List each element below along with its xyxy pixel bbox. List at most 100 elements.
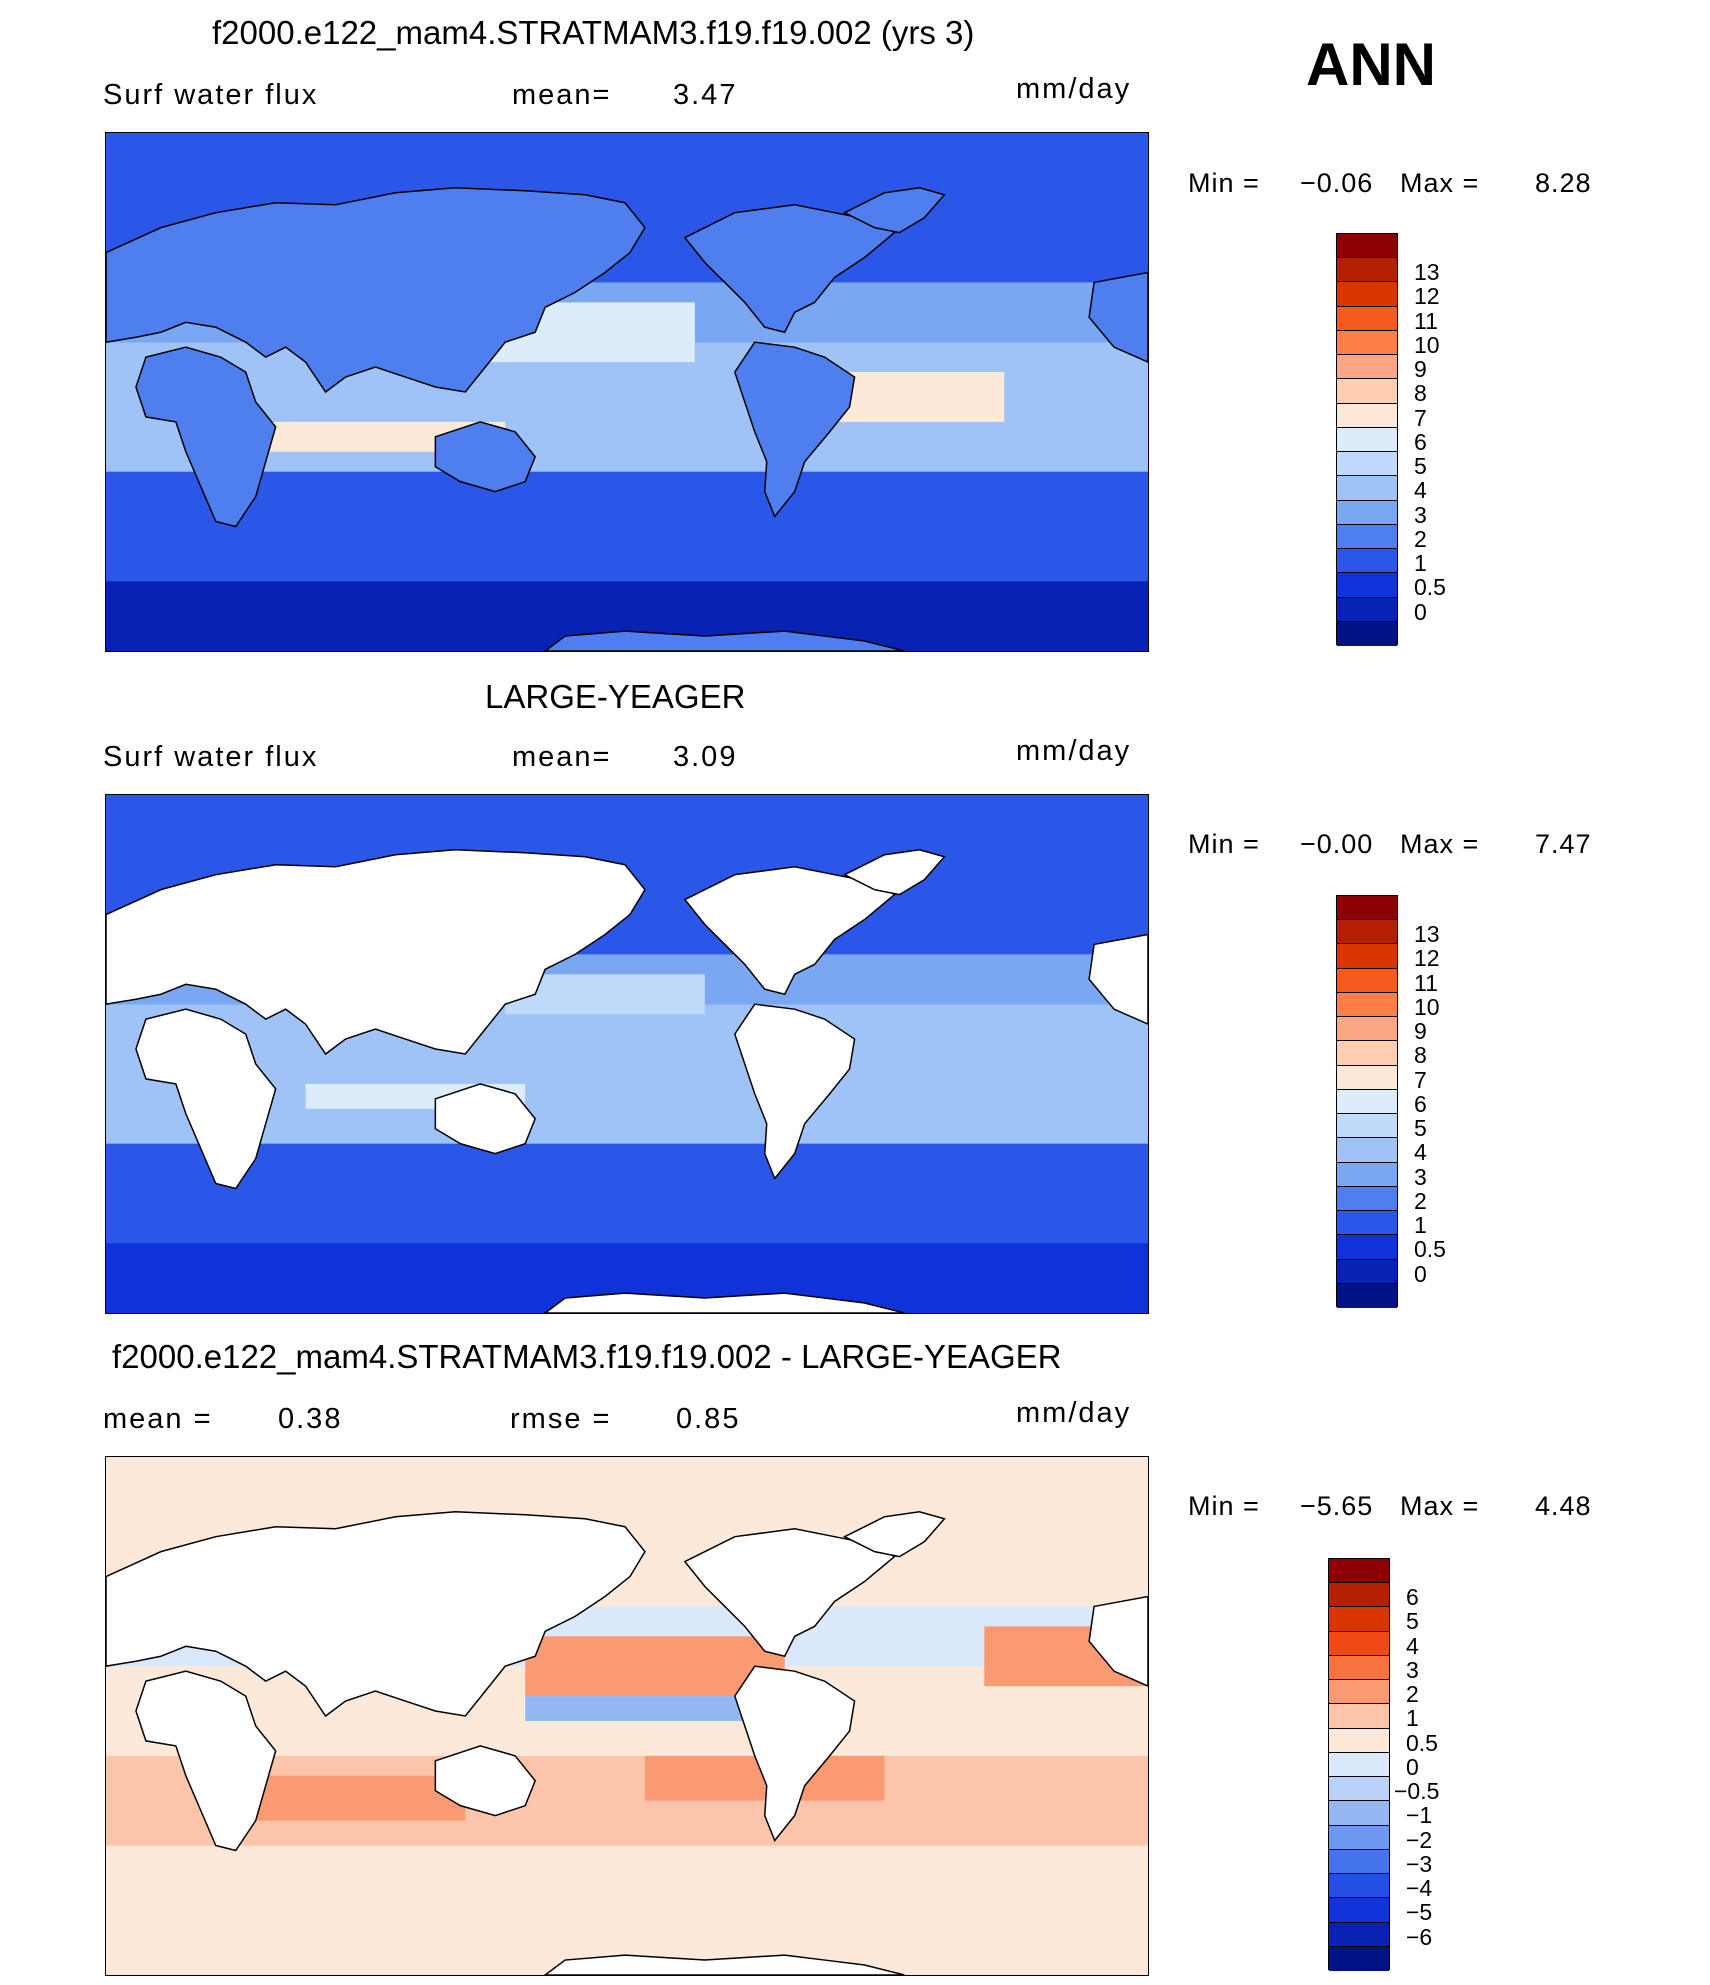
colorbar-segment: [1337, 597, 1397, 622]
coastline: [842, 187, 946, 234]
panel-3-max-value: 4.48: [1535, 1491, 1592, 1521]
coastline: [135, 346, 277, 528]
panel-2-units: mm/day: [1016, 735, 1132, 767]
panel-2-max-value: 7.47: [1535, 829, 1592, 859]
panel-1-colorbar: [1336, 233, 1398, 646]
colorbar-segment: [1329, 1559, 1389, 1584]
colorbar-segment: [1329, 1849, 1389, 1875]
colorbar-segment: [1337, 330, 1397, 356]
coastline: [106, 849, 646, 1056]
colorbar-tick-label: 0.5: [1414, 1236, 1446, 1263]
panel-1-min-label: Min =: [1188, 168, 1260, 198]
colorbar-tick-label: 10: [1414, 331, 1440, 358]
panel-2-mean-label: mean=: [512, 741, 612, 773]
colorbar-segment: [1329, 1874, 1389, 1899]
coastline: [135, 1670, 277, 1852]
coastline: [733, 341, 856, 518]
colorbar-tick-label: 12: [1414, 283, 1440, 310]
colorbar-tick-label: −5: [1406, 1899, 1433, 1926]
panel-1-map: [105, 132, 1149, 652]
panel-1-mean-value: 3.47: [673, 79, 738, 111]
panel-3-mean-label: mean =: [103, 1403, 213, 1435]
panel-2-min-value: −0.00: [1300, 829, 1374, 859]
panel-2-min-label: Min =: [1188, 829, 1260, 859]
panel-1-title: f2000.e122_mam4.STRATMAM3.f19.f19.002 (y…: [212, 14, 975, 51]
colorbar-tick-label: 9: [1414, 1018, 1427, 1045]
colorbar-segment: [1337, 1017, 1397, 1042]
colorbar-segment: [1329, 1655, 1389, 1681]
coastline: [1088, 933, 1148, 1025]
colorbar-segment: [1329, 1946, 1389, 1971]
season-label: ANN: [1306, 31, 1436, 98]
coastline: [543, 1954, 905, 1975]
colorbar-segment: [1337, 282, 1397, 307]
colorbar-segment: [1329, 1801, 1389, 1826]
colorbar-segment: [1337, 306, 1397, 331]
colorbar-segment: [1337, 1283, 1397, 1308]
colorbar-segment: [1337, 1162, 1397, 1187]
colorbar-segment: [1329, 1607, 1389, 1632]
colorbar-tick-label: 0: [1414, 1260, 1427, 1287]
colorbar-segment: [1337, 621, 1397, 646]
colorbar-segment: [1337, 427, 1397, 453]
colorbar-segment: [1337, 1259, 1397, 1284]
colorbar-tick-label: 0.5: [1414, 574, 1446, 601]
field-band: [106, 511, 1148, 582]
panel-1-max-label: Max =: [1400, 168, 1480, 198]
panel-3-units: mm/day: [1016, 1397, 1132, 1429]
panel-1-min-value: −0.06: [1300, 168, 1374, 198]
colorbar-tick-label: 5: [1414, 1115, 1427, 1142]
colorbar-tick-label: 6: [1414, 1090, 1427, 1117]
colorbar-tick-label: 13: [1414, 259, 1440, 286]
coastline: [543, 1292, 905, 1313]
panel-1-mean-label: mean=: [512, 79, 612, 111]
colorbar-tick-label: 0.5: [1406, 1729, 1438, 1756]
coastline: [1088, 1595, 1148, 1687]
field-band: [106, 1173, 1148, 1244]
colorbar-tick-label: 2: [1414, 1187, 1427, 1214]
coastline: [135, 1008, 277, 1190]
colorbar-tick-label: −6: [1406, 1923, 1433, 1950]
colorbar-tick-label: −1: [1406, 1802, 1433, 1829]
colorbar-tick-label: 2: [1414, 525, 1427, 552]
coastline: [842, 849, 946, 896]
panel-1-variable-label: Surf water flux: [103, 79, 319, 111]
panel-2-mean-value: 3.09: [673, 741, 738, 773]
colorbar-tick-label: 9: [1414, 356, 1427, 383]
coastline: [733, 1003, 856, 1180]
panel-2-colorbar: [1336, 895, 1398, 1308]
colorbar-segment: [1329, 1704, 1389, 1729]
colorbar-segment: [1337, 258, 1397, 283]
colorbar-tick-label: −3: [1406, 1850, 1433, 1877]
panel-2-map-svg: [106, 795, 1148, 1313]
colorbar-tick-label: 7: [1414, 1066, 1427, 1093]
panel-2-variable-label: Surf water flux: [103, 741, 319, 773]
coastline: [683, 865, 896, 996]
panel-3-rmse-label: rmse =: [510, 1403, 612, 1435]
colorbar-tick-label: 1: [1414, 550, 1427, 577]
coastline: [434, 1745, 537, 1817]
colorbar-tick-label: 1: [1406, 1705, 1419, 1732]
colorbar-tick-label: 5: [1406, 1608, 1419, 1635]
panel-3-map: [105, 1456, 1149, 1976]
coastline: [1088, 271, 1148, 363]
colorbar-segment: [1337, 524, 1397, 550]
colorbar-segment: [1329, 1777, 1389, 1802]
panel-3-min-label: Min =: [1188, 1491, 1260, 1521]
panel-3-max-label: Max =: [1400, 1491, 1480, 1521]
panel-1-units: mm/day: [1016, 73, 1132, 105]
colorbar-segment: [1337, 968, 1397, 993]
colorbar-segment: [1329, 1631, 1389, 1656]
colorbar-tick-label: 0: [1414, 598, 1427, 625]
colorbar-tick-label: 8: [1414, 380, 1427, 407]
panel-3-title: f2000.e122_mam4.STRATMAM3.f19.f19.002 - …: [112, 1338, 1062, 1375]
panel-2-map: [105, 794, 1149, 1314]
coastline: [434, 1083, 537, 1155]
colorbar-tick-label: 6: [1414, 428, 1427, 455]
colorbar-tick-label: 11: [1414, 307, 1438, 334]
colorbar-segment: [1337, 549, 1397, 574]
colorbar-segment: [1329, 1680, 1389, 1705]
coastline: [106, 187, 646, 394]
colorbar-segment: [1337, 944, 1397, 969]
colorbar-tick-label: 3: [1406, 1656, 1419, 1683]
